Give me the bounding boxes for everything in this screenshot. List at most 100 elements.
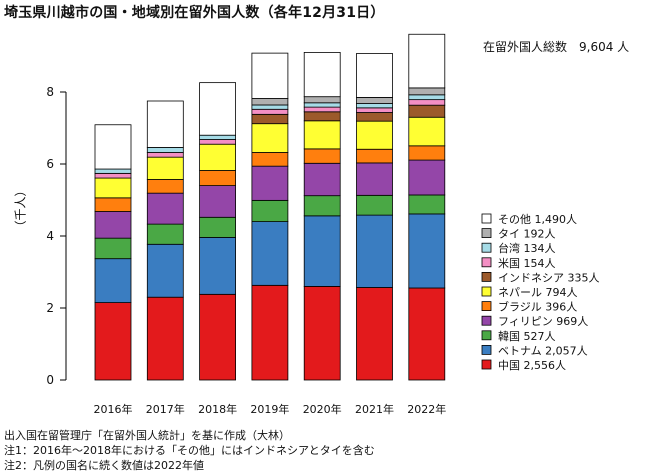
bar-segment-2018年-米国: [199, 139, 237, 145]
x-tick-label-2017年: 2017年: [146, 402, 185, 416]
legend-label-ブラジル: ブラジル 396人: [498, 300, 577, 314]
bar-segment-2022年-韓国: [408, 194, 446, 215]
bar-segment-2021年-その他: [356, 53, 393, 98]
x-tick-label-2021年: 2021年: [355, 402, 394, 416]
bar-segment-2017年-米国: [146, 152, 184, 158]
legend-swatch-インドネシア: [481, 271, 492, 282]
bar-segment-2019年-ブラジル: [251, 152, 289, 167]
bar-segment-2020年-米国: [303, 106, 341, 113]
y-tick-label-0: 0: [46, 373, 54, 387]
bar-segment-2018年-その他: [199, 82, 237, 136]
bar-segment-2022年-その他: [408, 33, 446, 89]
y-tick-label-4: 4: [46, 229, 54, 243]
bar-segment-2021年-中国: [356, 287, 393, 381]
bar-segment-2022年-ネパール: [408, 116, 446, 147]
bar-segment-2018年-ブラジル: [199, 170, 237, 186]
legend-swatch-ベトナム: [481, 344, 492, 355]
y-tick-label-2: 2: [46, 301, 54, 315]
bar-segment-2019年-その他: [251, 52, 289, 99]
bar-segment-2019年-米国: [251, 108, 289, 115]
bar-segment-2018年-台湾: [199, 134, 237, 140]
bar-segment-2018年-韓国: [199, 216, 237, 238]
bar-segment-2019年-台湾: [251, 104, 289, 110]
bar-segment-2020年-韓国: [303, 195, 341, 217]
bar-segment-2019年-ネパール: [251, 123, 289, 153]
legend-swatch-フィリピン: [481, 315, 492, 326]
bar-segment-2017年-その他: [146, 100, 184, 148]
bar-segment-2016年-台湾: [94, 168, 132, 174]
bar-segment-2020年-インドネシア: [303, 111, 341, 122]
legend-swatch-ネパール: [481, 286, 492, 297]
legend-label-その他: その他 1,490人: [498, 213, 577, 226]
bar-segment-2021年-インドネシア: [356, 112, 393, 122]
bar-segment-2017年-台湾: [146, 147, 184, 153]
chart-notes: 出入国在留管理庁「在留外国人統計」を基に作成（大林） 注1：2016年～2018…: [4, 428, 375, 473]
y-tick-label-6: 6: [46, 157, 54, 171]
bar-segment-2021年-フィリピン: [356, 162, 393, 196]
chart-title: 埼玉県川越市の国・地域別在留外国人数（各年12月31日）: [4, 5, 385, 21]
legend-swatch-韓国: [481, 330, 492, 341]
legend-label-タイ: タイ 192人: [498, 228, 556, 241]
footnote-1: 注1：2016年～2018年における「その他」にはインドネシアとタイを含む: [4, 444, 375, 457]
bar-segment-2022年-中国: [408, 287, 446, 381]
bar-segment-2022年-タイ: [408, 87, 446, 96]
bar-segment-2020年-タイ: [303, 96, 341, 104]
bar-segment-2020年-中国: [303, 285, 341, 381]
legend-label-インドネシア: インドネシア 335人: [498, 271, 600, 284]
legend-label-フィリピン: フィリピン 969人: [498, 315, 588, 328]
bar-segment-2021年-韓国: [356, 194, 393, 216]
bar-segment-2022年-米国: [408, 99, 446, 106]
bar-segment-2022年-ブラジル: [408, 145, 446, 161]
bar-segment-2021年-ベトナム: [356, 214, 393, 288]
bar-segment-2019年-ベトナム: [251, 221, 289, 286]
bar-segment-2017年-中国: [146, 296, 184, 381]
bar-segment-2017年-フィリピン: [146, 192, 184, 225]
legend-label-韓国: 韓国 527人: [498, 330, 556, 343]
legend-label-台湾: 台湾 134人: [498, 241, 556, 255]
x-tick-label-2020年: 2020年: [303, 402, 342, 416]
footnote-2: 注2：凡例の国名に続く数値は2022年値: [4, 459, 204, 472]
legend-label-ベトナム: ベトナム 2,057人: [498, 344, 588, 357]
bar-segment-2019年-中国: [251, 284, 289, 381]
bar-segment-2017年-韓国: [146, 223, 184, 245]
bar-segment-2021年-タイ: [356, 97, 393, 104]
bar-segment-2018年-ネパール: [199, 143, 237, 171]
bar-segment-2021年-ブラジル: [356, 148, 393, 164]
bar-segment-2021年-台湾: [356, 103, 393, 109]
legend-swatch-米国: [481, 257, 492, 268]
legend-swatch-中国: [481, 359, 492, 370]
bar-segment-2016年-フィリピン: [94, 211, 132, 239]
bar-segment-2016年-米国: [94, 172, 132, 179]
bar-segment-2017年-ブラジル: [146, 179, 184, 194]
legend-label-ネパール: ネパール 794人: [498, 286, 578, 299]
bar-segment-2018年-ベトナム: [199, 237, 237, 295]
bar-segment-2016年-中国: [94, 302, 132, 381]
legend-swatch-タイ: [481, 228, 492, 239]
bar-segment-2021年-米国: [356, 107, 393, 113]
x-tick-label-2019年: 2019年: [250, 402, 289, 416]
bar-segment-2022年-台湾: [408, 94, 446, 101]
x-tick-label-2018年: 2018年: [198, 402, 237, 416]
bar-segment-2019年-フィリピン: [251, 165, 289, 201]
bar-segment-2019年-インドネシア: [251, 113, 289, 125]
legend-label-中国: 中国 2,556人: [498, 359, 566, 372]
bar-segment-2017年-ネパール: [146, 156, 184, 180]
legend-label-米国: 米国 154人: [498, 257, 556, 270]
bar-segment-2016年-韓国: [94, 237, 132, 260]
bar-segment-2018年-中国: [199, 293, 237, 381]
bar-segment-2016年-ネパール: [94, 177, 132, 199]
bar-segment-2021年-ネパール: [356, 120, 393, 150]
legend-swatch-その他: [481, 213, 492, 224]
bar-segment-2020年-ベトナム: [303, 215, 341, 287]
x-tick-label-2016年: 2016年: [94, 402, 133, 416]
source-note: 出入国在留管理庁「在留外国人統計」を基に作成（大林）: [4, 429, 290, 442]
bar-segment-2016年-ブラジル: [94, 197, 132, 212]
bar-segment-2020年-その他: [303, 52, 341, 98]
bar-segment-2019年-韓国: [251, 199, 289, 223]
y-tick-label-8: 8: [46, 85, 54, 99]
bar-segment-2020年-フィリピン: [303, 162, 341, 197]
bar-segment-2019年-タイ: [251, 98, 289, 106]
bar-segment-2018年-フィリピン: [199, 185, 237, 218]
x-tick-label-2022年: 2022年: [407, 402, 446, 416]
